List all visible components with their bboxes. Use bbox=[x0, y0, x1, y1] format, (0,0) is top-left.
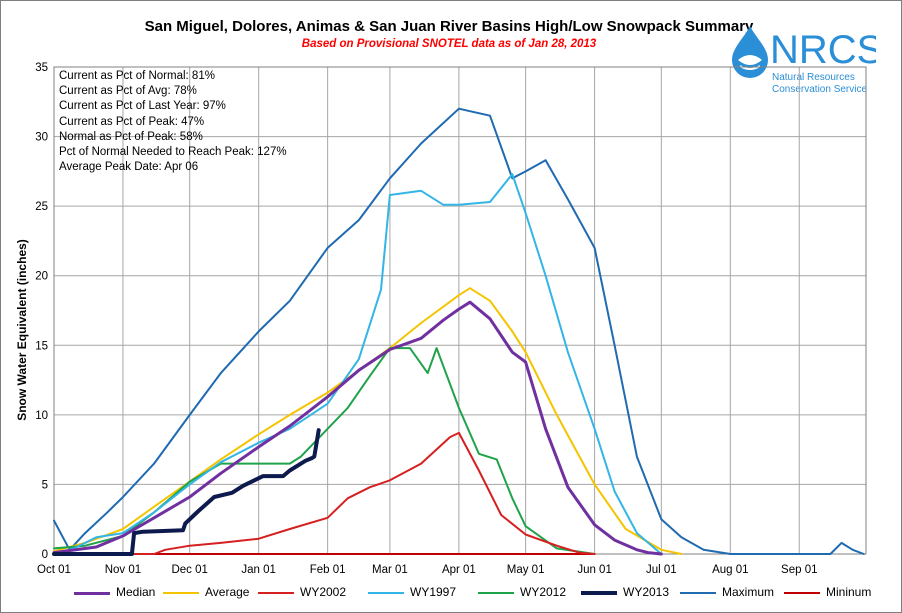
x-tick-label: Dec 01 bbox=[171, 564, 207, 576]
series-line-wy2012 bbox=[53, 347, 596, 555]
x-tick-label: Jul 01 bbox=[646, 564, 677, 576]
legend-label: Average bbox=[205, 585, 250, 599]
x-tick-label: Aug 01 bbox=[712, 564, 748, 576]
y-tick-label: 10 bbox=[35, 410, 48, 422]
y-tick-label: 0 bbox=[42, 549, 48, 561]
stat-pct-normal: Current as Pct of Normal: 81% bbox=[59, 70, 215, 82]
logo-line1: Natural Resources bbox=[772, 72, 855, 83]
legend-swatch bbox=[368, 592, 404, 594]
legend-swatch bbox=[581, 591, 617, 595]
chart-title: San Miguel, Dolores, Animas & San Juan R… bbox=[144, 18, 754, 35]
y-tick-label: 25 bbox=[35, 201, 48, 213]
y-tick-label: 30 bbox=[35, 132, 48, 144]
stat-pct-peak: Current as Pct of Peak: 47% bbox=[59, 115, 205, 128]
stat-pct-avg: Current as Pct of Avg: 78% bbox=[59, 85, 197, 98]
legend-label: WY2012 bbox=[520, 585, 567, 599]
series-line-average bbox=[53, 287, 683, 555]
x-tick-label: Nov 01 bbox=[105, 564, 141, 576]
legend-swatch bbox=[74, 591, 110, 595]
legend-swatch bbox=[163, 592, 199, 594]
stat-normal-pct-peak: Normal as Pct of Peak: 58% bbox=[59, 130, 203, 143]
y-tick-label: 35 bbox=[35, 62, 48, 74]
y-tick-label: 20 bbox=[35, 271, 48, 283]
legend-label: Maximum bbox=[722, 585, 775, 599]
legend-swatch bbox=[478, 592, 514, 594]
legend-swatch bbox=[784, 592, 820, 594]
stat-pct-last-year: Current as Pct of Last Year: 97% bbox=[59, 100, 226, 113]
x-tick-label: Mar 01 bbox=[372, 564, 408, 576]
x-tick-label: May 01 bbox=[507, 564, 545, 576]
x-tick-label: Oct 01 bbox=[37, 564, 71, 576]
stat-pct-needed: Pct of Normal Needed to Reach Peak: 127% bbox=[59, 146, 287, 159]
legend-label: WY2002 bbox=[300, 585, 347, 599]
legend-label: Mininum bbox=[826, 585, 872, 599]
legend-swatch bbox=[680, 592, 716, 594]
series-line-maximum bbox=[53, 107, 865, 555]
legend-label: Median bbox=[116, 585, 156, 599]
y-tick-label: 15 bbox=[35, 340, 48, 352]
legend-swatch bbox=[258, 592, 294, 594]
legend-label: WY1997 bbox=[410, 585, 457, 599]
legend-label: WY2013 bbox=[623, 585, 670, 599]
series-line-wy2002 bbox=[53, 431, 596, 555]
x-tick-label: Sep 01 bbox=[781, 564, 817, 576]
stats-box: Current as Pct of Normal: 81% Current as… bbox=[59, 69, 287, 175]
stat-avg-peak-date: Average Peak Date: Apr 06 bbox=[59, 161, 199, 174]
x-tick-label: Jan 01 bbox=[241, 564, 276, 576]
chart-subtitle: Based on Provisional SNOTEL data as of J… bbox=[301, 38, 597, 50]
y-axis-label: Snow Water Equivalent (inches) bbox=[15, 239, 29, 421]
y-tick-label: 5 bbox=[42, 479, 48, 491]
series-line-median bbox=[52, 300, 663, 556]
series-line-wy1997 bbox=[53, 173, 663, 555]
x-tick-label: Jun 01 bbox=[577, 564, 612, 576]
series-line-wy2013 bbox=[52, 428, 321, 556]
logo-wordmark: NRCS bbox=[770, 28, 876, 72]
chart-series bbox=[52, 107, 865, 556]
chart-axes: 0 5 10 15 20 25 30 35 Oct 01 Nov 01 Dec 01 Jan 01 Fe… bbox=[35, 62, 867, 576]
x-tick-label: Feb 01 bbox=[310, 564, 346, 576]
x-tick-label: Apr 01 bbox=[442, 564, 476, 576]
logo-line2: Conservation Service bbox=[772, 84, 868, 95]
chart-legend: Median Average WY2002 WY1997 WY2012 WY2013 Max… bbox=[0, 584, 898, 602]
